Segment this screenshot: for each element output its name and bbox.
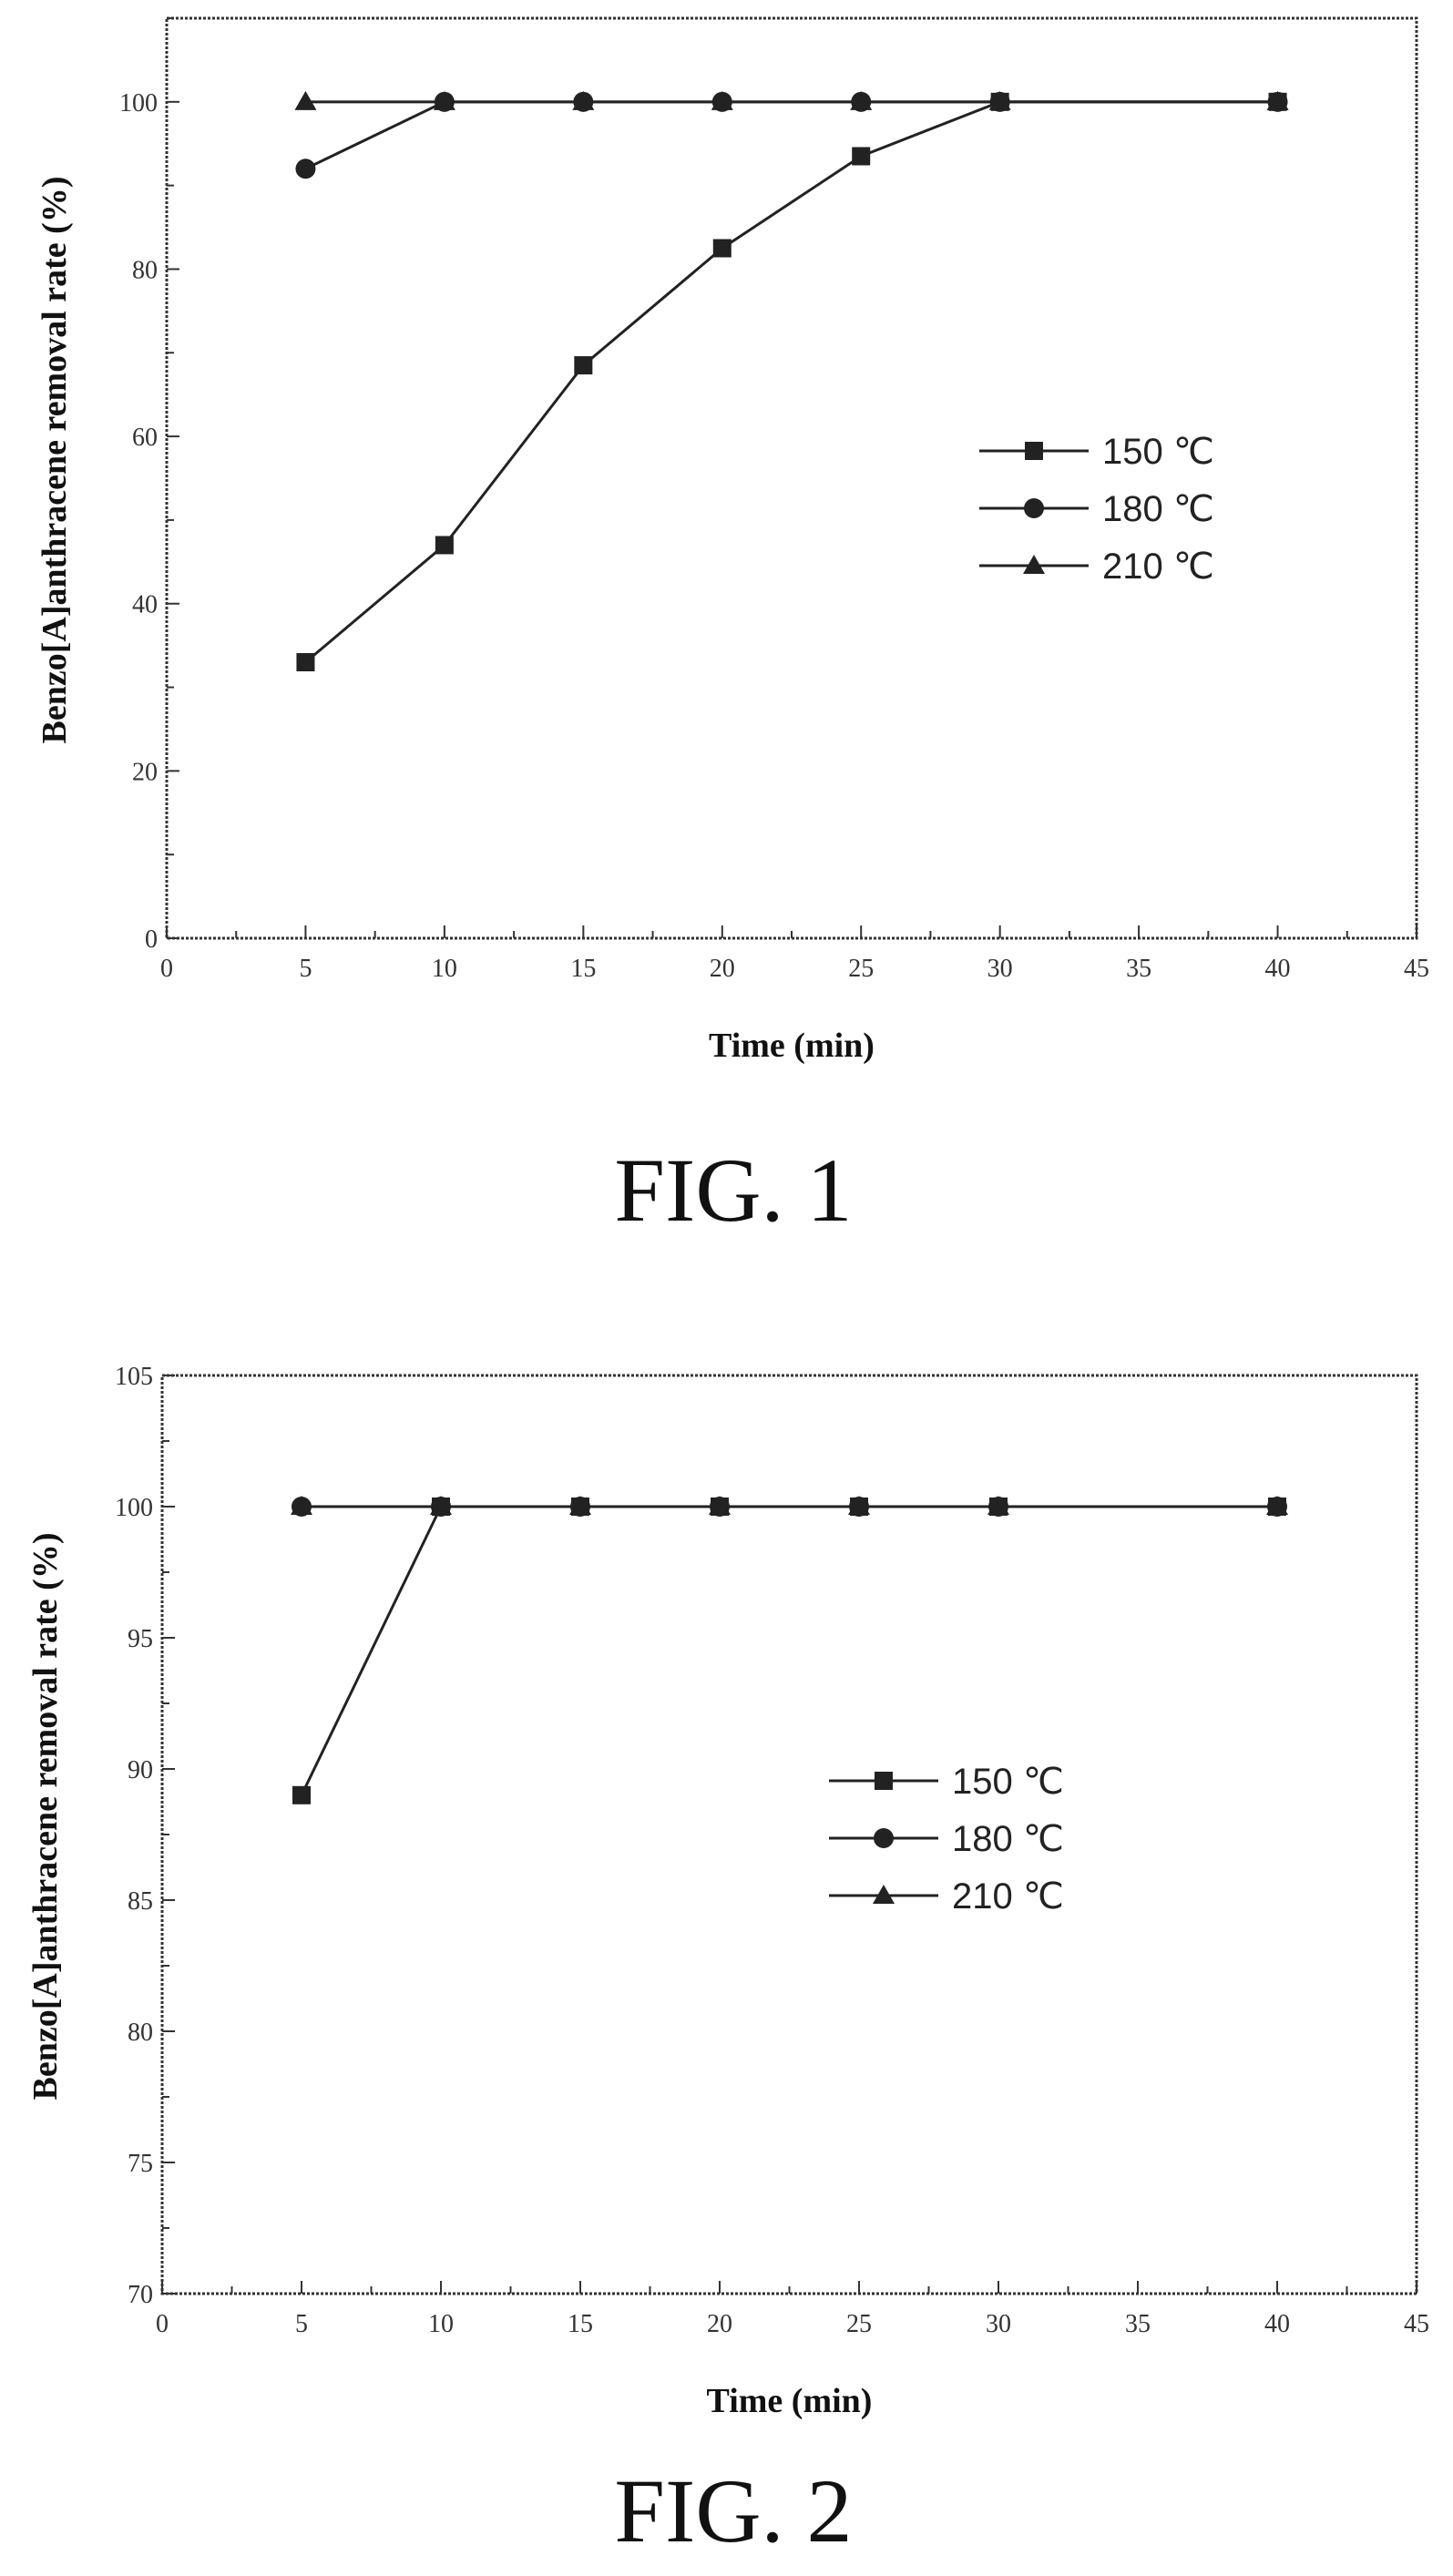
fig2-y-tick-label-85: 85	[128, 1887, 153, 1916]
fig2-y-tick-label-105: 105	[115, 1363, 153, 1391]
fig2-x-tick-label-35: 35	[1125, 2310, 1151, 2338]
fig1-y-tick-label-60: 60	[132, 424, 158, 452]
fig1-legend-item-180: 180 ℃	[979, 489, 1214, 529]
fig2-chart: 0 5 10 15 20 25 30 35 40 45 70 75 80 85 90 95 100 105 Time…	[26, 1363, 1429, 2561]
fig2-y-tick-label-70: 70	[128, 2281, 153, 2309]
fig1-legend: 150 ℃ 180 ℃ 210 ℃	[979, 432, 1214, 587]
fig1-y-tick-label-80: 80	[132, 256, 158, 284]
fig2-legend-item-210: 210 ℃	[829, 1876, 1064, 1917]
fig1-x-tick-label-20: 20	[710, 955, 735, 983]
fig2-caption: FIG. 2	[614, 2460, 852, 2561]
fig2-x-tick-label-30: 30	[986, 2310, 1011, 2338]
fig1-legend-marker-150	[1025, 442, 1043, 460]
fig1-point-210-x25	[850, 90, 873, 110]
fig2-x-tick-label-5: 5	[295, 2310, 308, 2338]
fig2-x-tick-label-10: 10	[428, 2310, 454, 2338]
fig1-series-line-180	[304, 100, 1278, 170]
fig1-chart: 0 5 10 15 20 25 30 35 40 45 0 20 40 60 80 100 Time (min)…	[36, 16, 1429, 1241]
fig2-legend-marker-180	[874, 1828, 894, 1848]
fig1-point-210-x5	[294, 90, 317, 110]
fig2-x-tick-label-0: 0	[156, 2310, 169, 2338]
fig1-legend-label-150: 150 ℃	[1102, 432, 1214, 472]
fig1-point-150-x10	[435, 536, 454, 555]
fig2-series-line-150	[300, 1505, 1277, 1796]
fig1-legend-item-210: 210 ℃	[979, 547, 1214, 587]
fig1-x-tick-label-5: 5	[299, 955, 312, 983]
fig2-point-210-x20	[709, 1496, 731, 1515]
fig2-point-150-x5	[292, 1785, 311, 1804]
fig2-legend-label-150: 150 ℃	[952, 1762, 1064, 1802]
fig2-legend-item-180: 180 ℃	[829, 1819, 1064, 1859]
fig1-legend-label-210: 210 ℃	[1102, 547, 1214, 587]
fig2-point-210-x25	[848, 1496, 870, 1515]
fig2-point-210-x5	[291, 1496, 312, 1515]
fig1-x-tick-label-0: 0	[160, 955, 173, 983]
fig2-y-axis-title: Benzo[A]anthracene removal rate (%)	[26, 1533, 65, 2101]
fig2-point-210-x10	[430, 1496, 452, 1515]
fig2-legend-label-180: 180 ℃	[952, 1819, 1064, 1859]
fig1-point-150-x15	[574, 356, 593, 375]
fig1-x-tick-label-45: 45	[1404, 955, 1429, 983]
fig1-legend-item-150: 150 ℃	[979, 432, 1214, 472]
fig1-point-150-x25	[852, 147, 871, 166]
fig1-x-axis-title: Time (min)	[709, 1027, 875, 1065]
fig2-point-210-x30	[987, 1496, 1009, 1515]
fig2-y-tick-label-90: 90	[128, 1756, 153, 1784]
fig1-y-axis-title: Benzo[A]anthracene removal rate (%)	[36, 177, 74, 744]
fig1-y-tick-label-0: 0	[145, 925, 158, 954]
fig2-point-210-x15	[569, 1496, 591, 1515]
fig1-x-tick-label-30: 30	[987, 955, 1013, 983]
fig2-legend-label-210: 210 ℃	[952, 1876, 1064, 1917]
fig1-legend-marker-210	[1023, 555, 1045, 574]
fig1-plot-frame	[165, 16, 1418, 940]
fig2-y-tick-label-95: 95	[128, 1625, 153, 1653]
fig1-x-tick-label-35: 35	[1126, 955, 1151, 983]
fig2-x-tick-label-40: 40	[1264, 2310, 1290, 2338]
fig1-point-210-x15	[572, 90, 595, 110]
fig1-legend-label-180: 180 ℃	[1102, 489, 1214, 529]
fig1-x-tick-label-10: 10	[432, 955, 457, 983]
fig2-legend-marker-150	[875, 1772, 893, 1790]
fig2-legend-marker-210	[873, 1885, 895, 1904]
fig2-x-tick-label-25: 25	[846, 2310, 872, 2338]
fig2-legend: 150 ℃ 180 ℃ 210 ℃	[829, 1762, 1064, 1917]
fig2-series-210	[291, 1496, 1288, 1515]
fig2-legend-item-150: 150 ℃	[829, 1762, 1064, 1802]
fig1-point-150-x20	[712, 239, 732, 258]
fig2-y-tick-label-75: 75	[128, 2150, 153, 2178]
fig1-x-tick-label-25: 25	[848, 955, 874, 983]
fig2-y-tick-label-100: 100	[115, 1494, 153, 1522]
fig2-x-tick-label-15: 15	[568, 2310, 593, 2338]
fig2-x-tick-label-20: 20	[707, 2310, 732, 2338]
fig1-point-210-x20	[711, 90, 733, 110]
fig1-x-tick-label-15: 15	[570, 955, 596, 983]
fig1-x-tick-label-40: 40	[1265, 955, 1291, 983]
fig2-point-210-x40	[1266, 1496, 1288, 1515]
fig2-plot-frame	[160, 1374, 1418, 2295]
fig2-y-tick-label-80: 80	[128, 2019, 153, 2047]
fig1-point-210-x40	[1266, 90, 1289, 110]
fig1-point-210-x10	[433, 90, 455, 110]
fig1-point-150-x5	[296, 653, 315, 671]
fig1-y-tick-label-100: 100	[119, 89, 158, 118]
fig1-caption: FIG. 1	[614, 1140, 852, 1241]
fig1-y-tick-label-20: 20	[132, 758, 158, 786]
fig1-series-210	[294, 90, 1289, 110]
fig2-x-axis-title: Time (min)	[707, 2382, 873, 2420]
fig1-y-tick-label-40: 40	[132, 591, 158, 619]
fig1-point-210-x30	[988, 90, 1011, 110]
fig2-series-150	[292, 1498, 1286, 1804]
fig1-point-180-x5	[295, 158, 316, 179]
fig1-legend-marker-180	[1024, 498, 1044, 518]
fig2-x-tick-label-45: 45	[1404, 2310, 1429, 2338]
